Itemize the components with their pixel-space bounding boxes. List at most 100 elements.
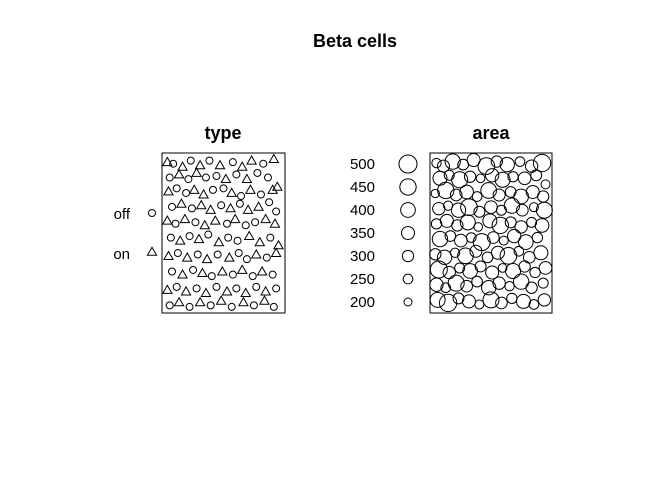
area-point bbox=[482, 213, 498, 229]
type-point-off bbox=[182, 188, 191, 197]
type-point-off bbox=[204, 230, 213, 239]
type-point-off bbox=[262, 253, 271, 262]
type-point-off bbox=[266, 233, 275, 242]
type-point-on bbox=[163, 250, 174, 261]
type-point-off bbox=[219, 184, 228, 193]
figure-title: Beta cells bbox=[313, 31, 397, 51]
area-legend-label: 400 bbox=[350, 202, 375, 219]
area-point bbox=[447, 274, 465, 292]
area-point bbox=[492, 276, 506, 290]
area-point bbox=[514, 220, 528, 234]
area-point bbox=[443, 169, 455, 181]
area-point bbox=[451, 171, 469, 189]
type-point-off bbox=[252, 282, 261, 291]
area-point bbox=[460, 279, 473, 293]
type-point-on bbox=[161, 156, 173, 167]
type-point-on bbox=[242, 204, 254, 214]
area-point bbox=[486, 231, 500, 244]
area-point bbox=[517, 234, 534, 250]
type-legend: off on bbox=[113, 206, 158, 263]
area-legend-label: 250 bbox=[350, 271, 375, 288]
type-point-off bbox=[185, 232, 194, 241]
type-point-on bbox=[273, 239, 284, 250]
type-point-off bbox=[232, 284, 241, 293]
area-point bbox=[506, 292, 518, 305]
type-point-on bbox=[177, 268, 189, 279]
area-point bbox=[459, 214, 476, 231]
type-point-on bbox=[180, 285, 192, 296]
area-point bbox=[495, 204, 507, 216]
type-point-off bbox=[166, 233, 175, 242]
area-point bbox=[454, 233, 468, 248]
area-point bbox=[463, 170, 477, 183]
type-point-on bbox=[179, 213, 191, 224]
area-point bbox=[537, 277, 549, 289]
area-point bbox=[473, 222, 484, 232]
type-point-on bbox=[225, 202, 236, 213]
type-point-on bbox=[191, 167, 203, 177]
area-point bbox=[449, 247, 461, 258]
type-point-off bbox=[207, 272, 216, 281]
area-point bbox=[429, 260, 448, 279]
area-panel-title: area bbox=[472, 123, 510, 143]
area-point bbox=[522, 250, 536, 264]
area-point bbox=[485, 265, 500, 280]
type-point-on bbox=[199, 219, 211, 230]
type-point-on bbox=[270, 247, 282, 257]
type-point-off bbox=[223, 219, 232, 228]
area-point bbox=[494, 171, 511, 188]
type-point-off bbox=[192, 284, 201, 293]
type-point-off bbox=[165, 301, 174, 310]
type-point-on bbox=[254, 236, 266, 247]
area-point bbox=[481, 280, 497, 296]
type-point-on bbox=[250, 248, 262, 259]
type-point-on bbox=[195, 199, 207, 210]
area-point bbox=[504, 281, 515, 292]
type-point-off bbox=[186, 156, 195, 165]
type-point-on bbox=[220, 173, 232, 184]
type-point-on bbox=[194, 159, 206, 170]
area-point bbox=[436, 249, 453, 265]
type-point-on bbox=[161, 215, 173, 225]
legend-symbol-off bbox=[148, 209, 156, 217]
area-size-legend: 500 450 400 350 300 250 200 bbox=[350, 154, 418, 311]
type-point-off bbox=[259, 159, 268, 168]
type-point-on bbox=[194, 296, 206, 307]
type-point-on bbox=[173, 168, 185, 179]
type-point-off bbox=[235, 199, 244, 208]
area-point bbox=[449, 188, 463, 202]
area-point bbox=[538, 261, 553, 275]
type-point-off bbox=[165, 173, 174, 182]
area-point bbox=[440, 282, 452, 294]
area-point bbox=[524, 159, 539, 173]
area-legend-label: 500 bbox=[350, 156, 375, 173]
area-point bbox=[465, 232, 477, 243]
type-point-on bbox=[237, 296, 249, 307]
area-point bbox=[444, 230, 457, 242]
type-point-on bbox=[226, 187, 238, 197]
type-point-off bbox=[237, 192, 246, 201]
type-point-on bbox=[200, 287, 212, 298]
area-point bbox=[517, 171, 532, 186]
area-point bbox=[515, 203, 529, 217]
area-point bbox=[499, 156, 515, 173]
type-point-on bbox=[240, 287, 252, 298]
area-point bbox=[431, 157, 442, 169]
area-legend-circle bbox=[400, 202, 416, 218]
type-point-on bbox=[163, 185, 174, 196]
area-point bbox=[535, 201, 553, 219]
area-point bbox=[497, 263, 508, 273]
area-point bbox=[471, 191, 483, 202]
type-point-off bbox=[228, 270, 237, 279]
type-point-off bbox=[171, 219, 180, 228]
type-point-on bbox=[215, 295, 227, 305]
type-point-off bbox=[205, 156, 214, 165]
area-point bbox=[450, 202, 467, 218]
type-point-on bbox=[258, 295, 270, 305]
type-point-on bbox=[269, 218, 281, 228]
type-point-off bbox=[206, 301, 215, 310]
type-point-off bbox=[269, 302, 278, 311]
area-legend-circle bbox=[403, 297, 413, 307]
area-legend-label: 300 bbox=[350, 248, 375, 265]
